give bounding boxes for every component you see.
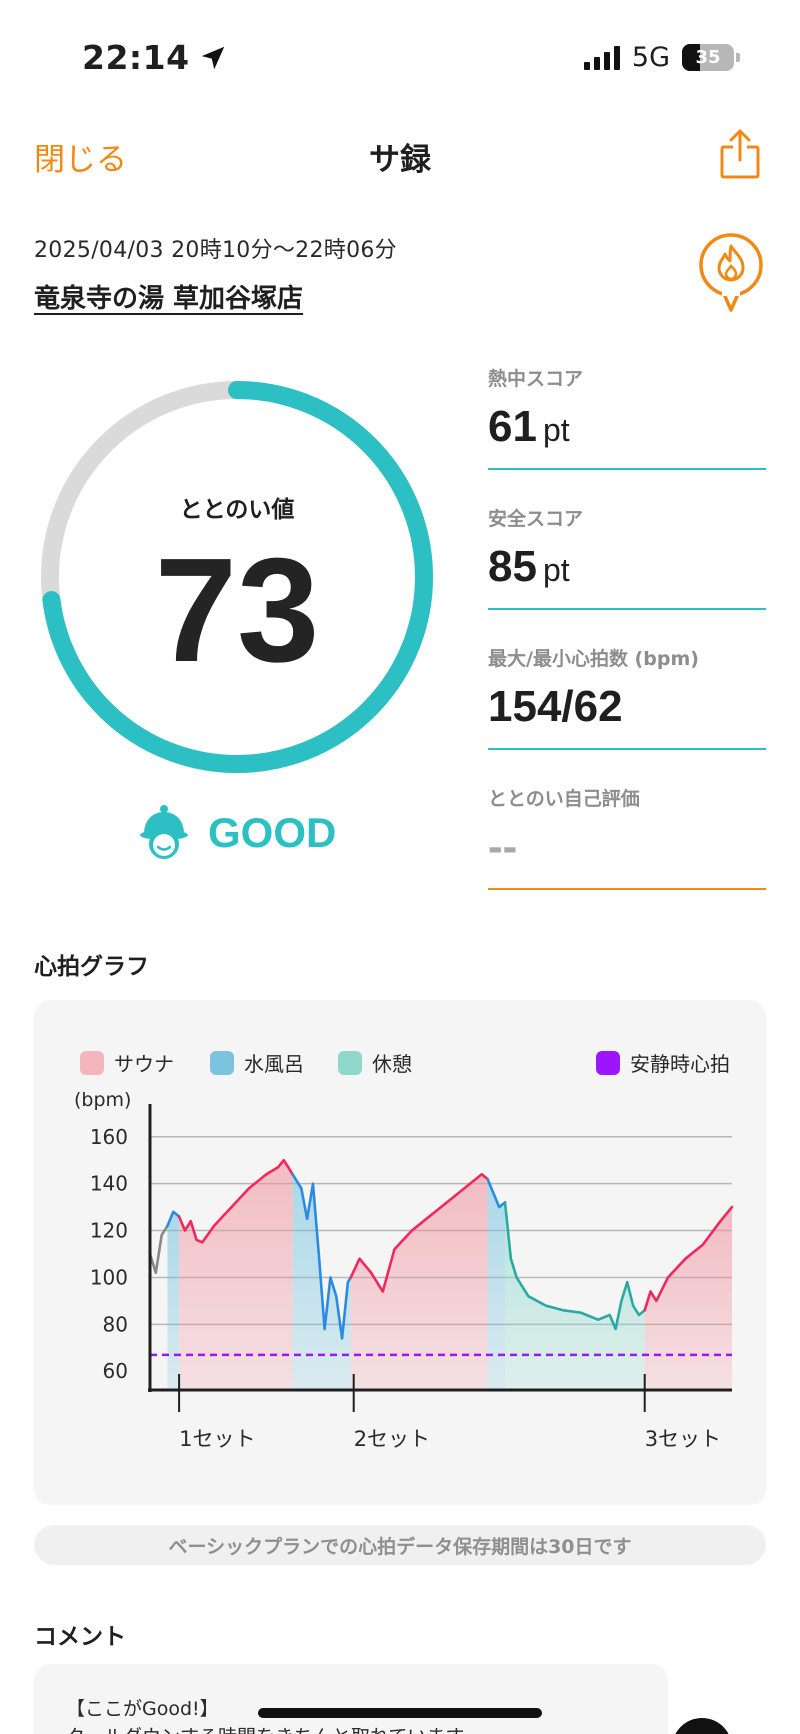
y-tick-label: 140 [90,1172,128,1196]
metric-self-rating[interactable]: ととのい自己評価 -- [488,784,766,890]
metric-label: 安全スコア [488,508,584,530]
set-label: 3セット [645,1427,721,1451]
sauna-line [177,1158,294,1244]
network-type: 5G [631,42,670,73]
sauna-area [179,1160,293,1390]
heart-graph-title: 心拍グラフ [34,954,149,980]
metric-value: -- [488,822,518,871]
sauna-area [644,1207,732,1390]
metric-safety-score: 安全スコア 85 pt [488,504,766,610]
water-area [167,1211,180,1390]
sauna-line [349,1172,489,1293]
legend-rest: 休憩 [338,1048,412,1077]
metric-label: ととのい自己評価 [488,788,640,810]
metric-value: 61 [488,402,537,451]
y-axis-label: (bpm) [74,1089,131,1111]
totonoi-gauge [41,381,433,773]
heart-rate-chart: (bpm) 160 140 120 100 80 60 1セット 2セット 3セット [74,1089,734,1451]
sauna-hat-mascot-icon [140,805,188,859]
close-button[interactable]: 閉じる [34,142,127,178]
metric-unit: pt [542,552,570,588]
battery-level: 35 [695,47,721,68]
battery-icon: 35 [682,44,734,71]
gauge-label: ととのい値 [179,497,295,523]
comment-title: コメント [34,1624,126,1650]
session-datetime: 2025/04/03 20時10分〜22時06分 [34,238,397,263]
home-indicator [258,1708,542,1718]
status-indicators: 5G 35 [583,42,740,73]
clock-text: 22:14 [82,38,190,77]
page-title: サ録 [369,142,431,178]
y-tick-label: 100 [90,1265,128,1289]
water-area [292,1174,351,1390]
sauna-area [350,1174,488,1390]
metric-label: 最大/最小心拍数 (bpm) [488,648,699,670]
gauge-progress-arc [41,381,433,773]
set-label: 2セット [354,1427,430,1451]
water-area [487,1178,506,1390]
status-time: 22:14 [82,38,228,77]
legend-sauna: サウナ [80,1048,174,1077]
metric-label: 熱中スコア [488,368,584,390]
water-line [166,1210,181,1228]
flame-badge-icon[interactable] [696,232,766,314]
y-tick-label: 80 [103,1312,128,1336]
water-line [291,1172,353,1340]
metric-heat-score: 熱中スコア 61 pt [488,364,766,470]
signal-icon [583,45,620,70]
metric-heart-rate-range: 最大/最小心拍数 (bpm) 154/62 [488,644,766,750]
location-arrow-icon [201,46,224,69]
facility-link[interactable]: 竜泉寺の湯 草加谷塚店 [34,284,304,314]
rest-area [505,1202,645,1390]
share-icon[interactable] [718,128,762,180]
comment-line: クールダウンする時間をきちんと取れています [66,1724,636,1734]
retention-note: ベーシックプランでの心拍データ保存期間は30日です [34,1525,766,1565]
grade-text: GOOD [208,809,337,856]
y-tick-label: 160 [90,1125,128,1149]
metric-value: 85 [488,542,537,591]
sauna-line [643,1205,734,1312]
comment-card: 【ここがGood!】 クールダウンする時間をきちんと取れています [34,1664,668,1734]
rest-line [503,1201,646,1331]
metric-unit: pt [542,412,570,448]
comment-line: 【ここがGood!】 [66,1698,219,1720]
pre-line [148,1224,169,1275]
legend-resting-hr: 安静時心拍 [596,1048,730,1077]
set-label: 1セット [179,1427,255,1451]
avatar [672,1718,732,1734]
y-tick-label: 120 [90,1219,128,1243]
legend-water: 水風呂 [210,1048,304,1077]
y-tick-label: 60 [103,1359,128,1383]
water-line [486,1177,507,1209]
metric-value: 154/62 [488,682,623,731]
battery-tip [736,53,740,62]
gauge-value: 73 [154,528,320,693]
grade-indicator: GOOD [138,804,336,862]
